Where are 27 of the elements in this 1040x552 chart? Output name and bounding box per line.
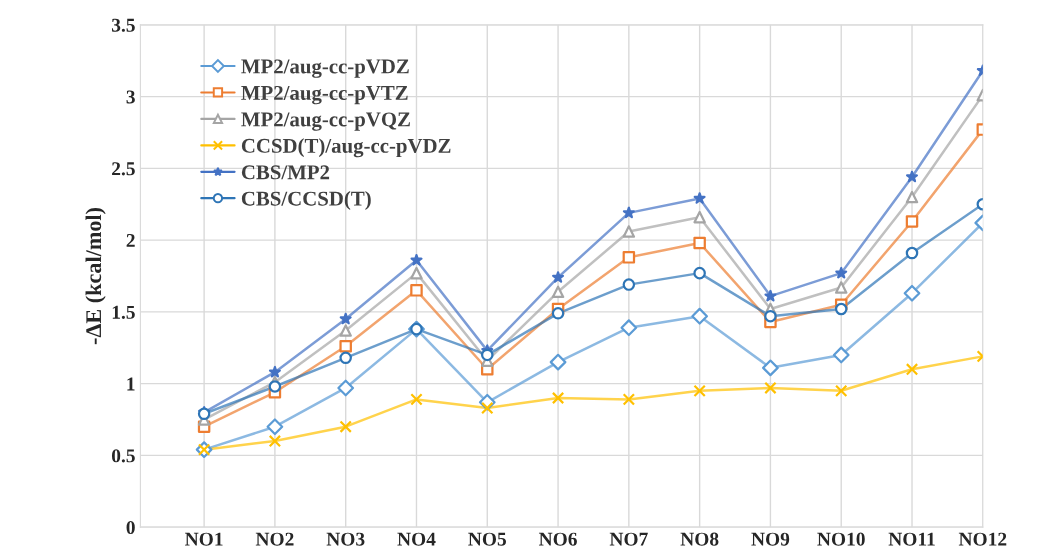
x-tick-label: NO5 xyxy=(468,532,506,546)
legend-label: CBS/MP2 xyxy=(241,165,330,180)
y-tick-label: 3.5 xyxy=(111,18,135,32)
y-tick-label: 2 xyxy=(126,233,135,247)
x-tick-label: NO8 xyxy=(680,532,719,546)
x-tick-label: NO12 xyxy=(958,532,1007,546)
x-tick-label: NO6 xyxy=(538,532,577,546)
x-tick-label: NO2 xyxy=(255,532,294,546)
y-tick-label: 2.5 xyxy=(112,162,135,176)
x-tick-label: NO10 xyxy=(817,532,865,546)
legend-label: MP2/aug-cc-pVQZ xyxy=(241,112,410,131)
y-tick-label: 0 xyxy=(126,520,135,535)
y-tick-label: 3 xyxy=(126,90,135,104)
legend-label: CBS/CCSD(T) xyxy=(241,191,371,210)
legend-label: MP2/aug-cc-pVTZ xyxy=(241,85,408,105)
x-tick-label: NO11 xyxy=(888,532,935,546)
x-tick-label: NO7 xyxy=(609,532,648,546)
x-tick-label: NO3 xyxy=(326,532,365,546)
y-tick-label: 1.5 xyxy=(112,305,135,319)
y-axis-title: -ΔE (kcal/mol) xyxy=(85,207,106,345)
x-tick-label: NO4 xyxy=(397,532,436,546)
y-tick-label: 1 xyxy=(127,377,135,391)
legend-label: MP2/aug-cc-pVDZ xyxy=(241,59,409,78)
x-tick-label: NO1 xyxy=(185,532,223,546)
x-tick-label: NO9 xyxy=(751,532,790,546)
y-tick-label: 0.5 xyxy=(111,449,135,463)
legend-label: CCSD(T)/aug-cc-pVDZ xyxy=(241,138,451,158)
